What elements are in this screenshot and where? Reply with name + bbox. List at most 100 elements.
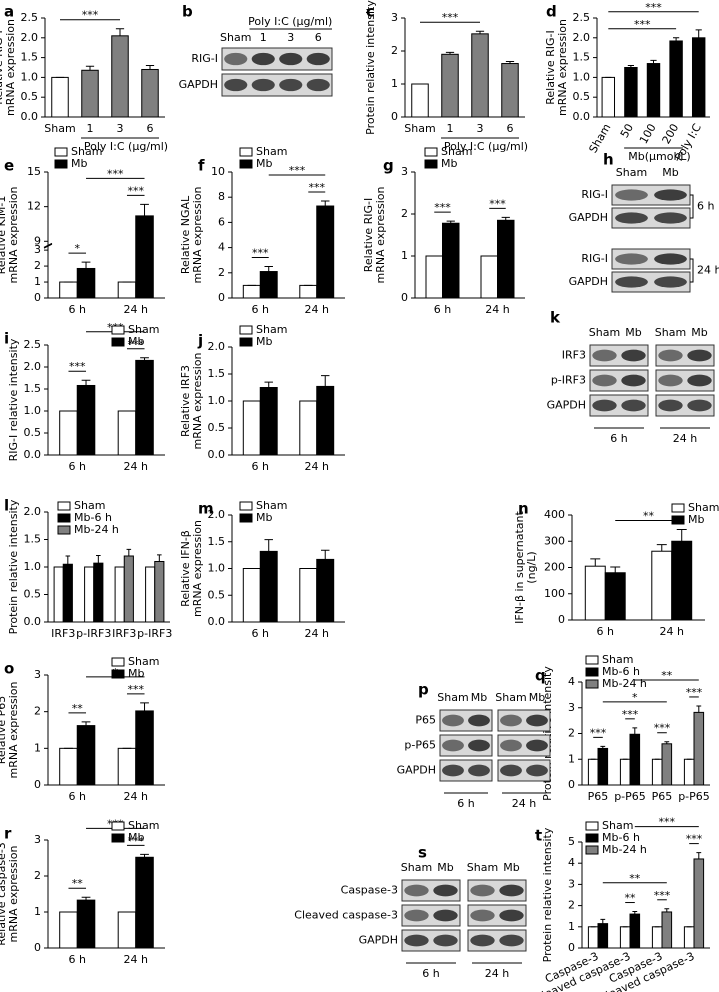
significance-label: ***	[654, 722, 671, 735]
bar	[497, 219, 515, 299]
legend-swatch	[585, 679, 599, 689]
error-bar	[81, 379, 91, 386]
y-axis-label: mRNA expression	[191, 353, 204, 450]
x-tick-label: p-P65	[678, 790, 710, 803]
lane-label: Mb	[529, 691, 545, 704]
legend-swatch	[57, 501, 71, 511]
row-label: GAPDH	[359, 934, 398, 947]
y-axis-label: Relative KIM-1	[0, 196, 8, 275]
x-axis-label: Poly I:C (μg/ml)	[444, 140, 528, 153]
x-axis-label: Poly I:C (μg/ml)	[84, 140, 168, 153]
significance-label: ***	[128, 834, 145, 847]
blot-band	[654, 189, 687, 201]
bar	[619, 758, 631, 786]
x-tick-label: P65	[588, 790, 609, 803]
y-tick-label: 1.0	[208, 394, 226, 407]
panel-label: q	[535, 667, 546, 685]
y-axis-label: Relative IFN-β	[179, 530, 192, 607]
row-label: P65	[415, 714, 436, 727]
panel-label: t	[535, 827, 542, 845]
legend-label: Sham	[128, 655, 159, 668]
y-tick-label: 100	[544, 587, 565, 600]
y-tick-label: 4	[218, 241, 225, 254]
axis-break	[43, 243, 53, 249]
blot-band	[500, 739, 522, 752]
legend-swatch	[239, 501, 253, 511]
y-axis-label: Protein relative intensity	[541, 827, 554, 962]
error-bar	[656, 544, 667, 552]
legend-label: Mb-6 h	[74, 511, 112, 524]
legend-swatch	[111, 325, 125, 335]
row-label: Cleaved caspase-3	[294, 909, 398, 922]
bar	[84, 566, 95, 623]
bar	[604, 572, 626, 621]
blot-band	[687, 399, 712, 412]
bar	[53, 566, 64, 623]
lane-label: Sham	[495, 691, 526, 704]
x-tick-label: 6 h	[434, 303, 451, 316]
blot-band	[621, 399, 646, 412]
legend-label: Sham	[256, 145, 287, 158]
y-tick-label: 0	[391, 110, 398, 123]
error-bar	[145, 65, 155, 70]
y-tick-label: 1.5	[573, 51, 591, 64]
legend-label: Mb	[256, 335, 272, 348]
group-label: 6 h	[457, 797, 474, 810]
x-tick-label: Sham	[404, 122, 435, 135]
y-tick-label: 1.5	[208, 535, 226, 548]
lane-label: Mb	[471, 691, 487, 704]
error-bar	[664, 908, 670, 912]
blot-band	[499, 909, 524, 922]
bar	[299, 284, 318, 299]
panel-label: b	[182, 3, 193, 21]
x-tick-label: 24 h	[305, 627, 329, 640]
y-axis-label: mRNA expression	[4, 19, 17, 116]
y-tick-label: 1	[401, 249, 408, 262]
y-tick-label: 0.0	[21, 110, 39, 123]
legend-swatch	[585, 845, 599, 855]
significance-label: ***	[645, 1, 662, 14]
blot-band	[442, 764, 464, 777]
legend-label: Mb	[441, 157, 457, 170]
row-label: GAPDH	[547, 399, 586, 412]
bar	[584, 565, 606, 621]
panel-label: k	[550, 309, 561, 327]
y-tick-label: 0.0	[208, 615, 226, 628]
bar	[661, 911, 673, 949]
x-tick-label: 3	[117, 122, 124, 135]
legend-swatch	[424, 147, 438, 157]
bar	[76, 384, 96, 456]
x-tick-label: IRF3	[112, 627, 136, 640]
error-bar	[81, 896, 91, 901]
error-bar	[126, 548, 132, 556]
significance-label: ***	[590, 726, 607, 739]
group-label: 24 h	[485, 967, 509, 980]
legend-label: Sham	[71, 145, 102, 158]
panel-label: p	[418, 681, 429, 699]
significance-label: ***	[489, 197, 506, 210]
blot-band	[615, 253, 648, 265]
y-tick-label: 0.5	[208, 421, 226, 434]
x-tick-label: IRF3	[51, 627, 75, 640]
x-tick-label: 24 h	[124, 790, 148, 803]
y-axis-label: mRNA expression	[7, 187, 20, 284]
bar	[299, 400, 318, 456]
legend-label: Mb	[128, 831, 144, 844]
error-bar	[696, 705, 702, 713]
bar	[242, 400, 261, 456]
blot-band	[470, 909, 495, 922]
bar	[651, 926, 663, 949]
lane-label: Sham	[220, 31, 251, 44]
legend-label: Mb-24 h	[74, 523, 119, 536]
y-tick-label: 1.5	[21, 51, 39, 64]
bar	[259, 550, 278, 623]
y-tick-label: 1	[568, 752, 575, 765]
x-tick-label: 6 h	[252, 460, 269, 473]
bar	[442, 222, 460, 299]
y-tick-label: 2	[34, 705, 41, 718]
error-bar	[505, 61, 515, 64]
legend-label: Mb	[71, 157, 87, 170]
y-tick-label: 2.0	[24, 505, 42, 518]
lane-label: Mb	[625, 326, 641, 339]
x-tick-label: 24 h	[305, 460, 329, 473]
